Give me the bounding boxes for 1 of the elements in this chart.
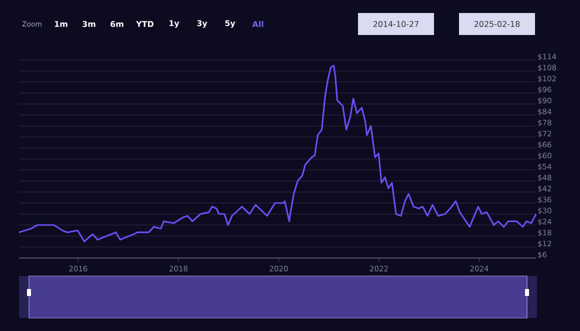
line-series [18,64,537,242]
